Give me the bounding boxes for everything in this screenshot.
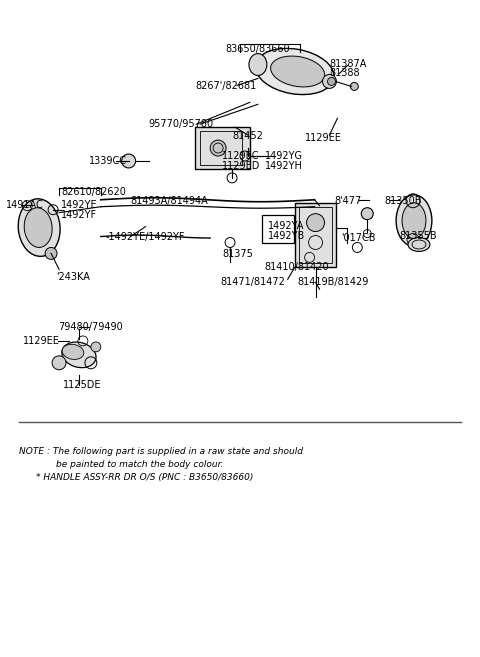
- Text: 8'477: 8'477: [335, 196, 362, 206]
- Text: '017CB: '017CB: [341, 233, 376, 242]
- Ellipse shape: [402, 203, 426, 238]
- Circle shape: [307, 214, 324, 231]
- Text: 1492YA: 1492YA: [268, 221, 304, 231]
- Text: 1491AC: 1491AC: [6, 200, 44, 210]
- Ellipse shape: [24, 208, 52, 248]
- Text: 81387A: 81387A: [329, 58, 367, 68]
- Circle shape: [91, 342, 101, 352]
- Circle shape: [323, 74, 336, 89]
- Text: 8267'/82681: 8267'/82681: [195, 81, 256, 91]
- Text: 1492YE: 1492YE: [61, 200, 97, 210]
- Text: 81388: 81388: [329, 68, 360, 78]
- Bar: [200, 131, 242, 165]
- Circle shape: [45, 248, 57, 260]
- Text: 79480/79490: 79480/79490: [58, 322, 123, 332]
- Ellipse shape: [408, 238, 430, 252]
- Text: 1129ED: 1129ED: [222, 161, 261, 171]
- Ellipse shape: [62, 342, 96, 368]
- Text: 82610/82620: 82610/82620: [61, 187, 126, 197]
- Text: 1129EE: 1129EE: [305, 133, 341, 143]
- Bar: [299, 207, 333, 263]
- Bar: [262, 215, 294, 242]
- Text: 81493A/81494A: 81493A/81494A: [131, 196, 208, 206]
- Text: -1492YE/1492YF: -1492YE/1492YF: [106, 231, 185, 242]
- Text: 83650/83660: 83650/83660: [225, 43, 290, 54]
- Text: 81419B/81429: 81419B/81429: [298, 277, 369, 287]
- Bar: [195, 127, 250, 169]
- Circle shape: [122, 154, 136, 168]
- Text: 81375: 81375: [222, 250, 253, 260]
- Ellipse shape: [62, 344, 84, 359]
- Text: 1129EE: 1129EE: [23, 336, 60, 346]
- Ellipse shape: [249, 54, 267, 76]
- Ellipse shape: [255, 49, 334, 95]
- Circle shape: [361, 208, 373, 219]
- Ellipse shape: [271, 56, 324, 87]
- Circle shape: [327, 78, 336, 85]
- Text: 1492YB: 1492YB: [268, 231, 305, 240]
- Text: be painted to match the body colour.: be painted to match the body colour.: [56, 460, 224, 468]
- Text: 1492YF: 1492YF: [61, 210, 97, 219]
- Text: 81452: 81452: [232, 131, 263, 141]
- Circle shape: [210, 140, 226, 156]
- Text: * HANDLE ASSY-RR DR O/S (PNC : B3650/83660): * HANDLE ASSY-RR DR O/S (PNC : B3650/836…: [36, 472, 253, 482]
- Text: 1129EC: 1129EC: [222, 151, 260, 161]
- Text: 81355B: 81355B: [399, 231, 437, 240]
- Text: 1125DE: 1125DE: [63, 380, 102, 390]
- Text: 1492YG: 1492YG: [265, 151, 303, 161]
- Text: 1492YH: 1492YH: [265, 161, 303, 171]
- Bar: [295, 203, 336, 267]
- Ellipse shape: [18, 199, 60, 256]
- Text: 81410/81420: 81410/81420: [265, 262, 329, 273]
- Text: NOTE : The following part is supplied in a raw state and should: NOTE : The following part is supplied in…: [19, 447, 303, 456]
- Text: 81471/81472: 81471/81472: [220, 277, 285, 287]
- Text: 1339CC: 1339CC: [89, 156, 127, 166]
- Text: 81350B: 81350B: [384, 196, 421, 206]
- Circle shape: [52, 356, 66, 370]
- Text: 95770/95780: 95770/95780: [148, 119, 214, 129]
- Ellipse shape: [396, 194, 432, 246]
- Circle shape: [350, 82, 358, 91]
- Text: '243KA: '243KA: [56, 272, 90, 283]
